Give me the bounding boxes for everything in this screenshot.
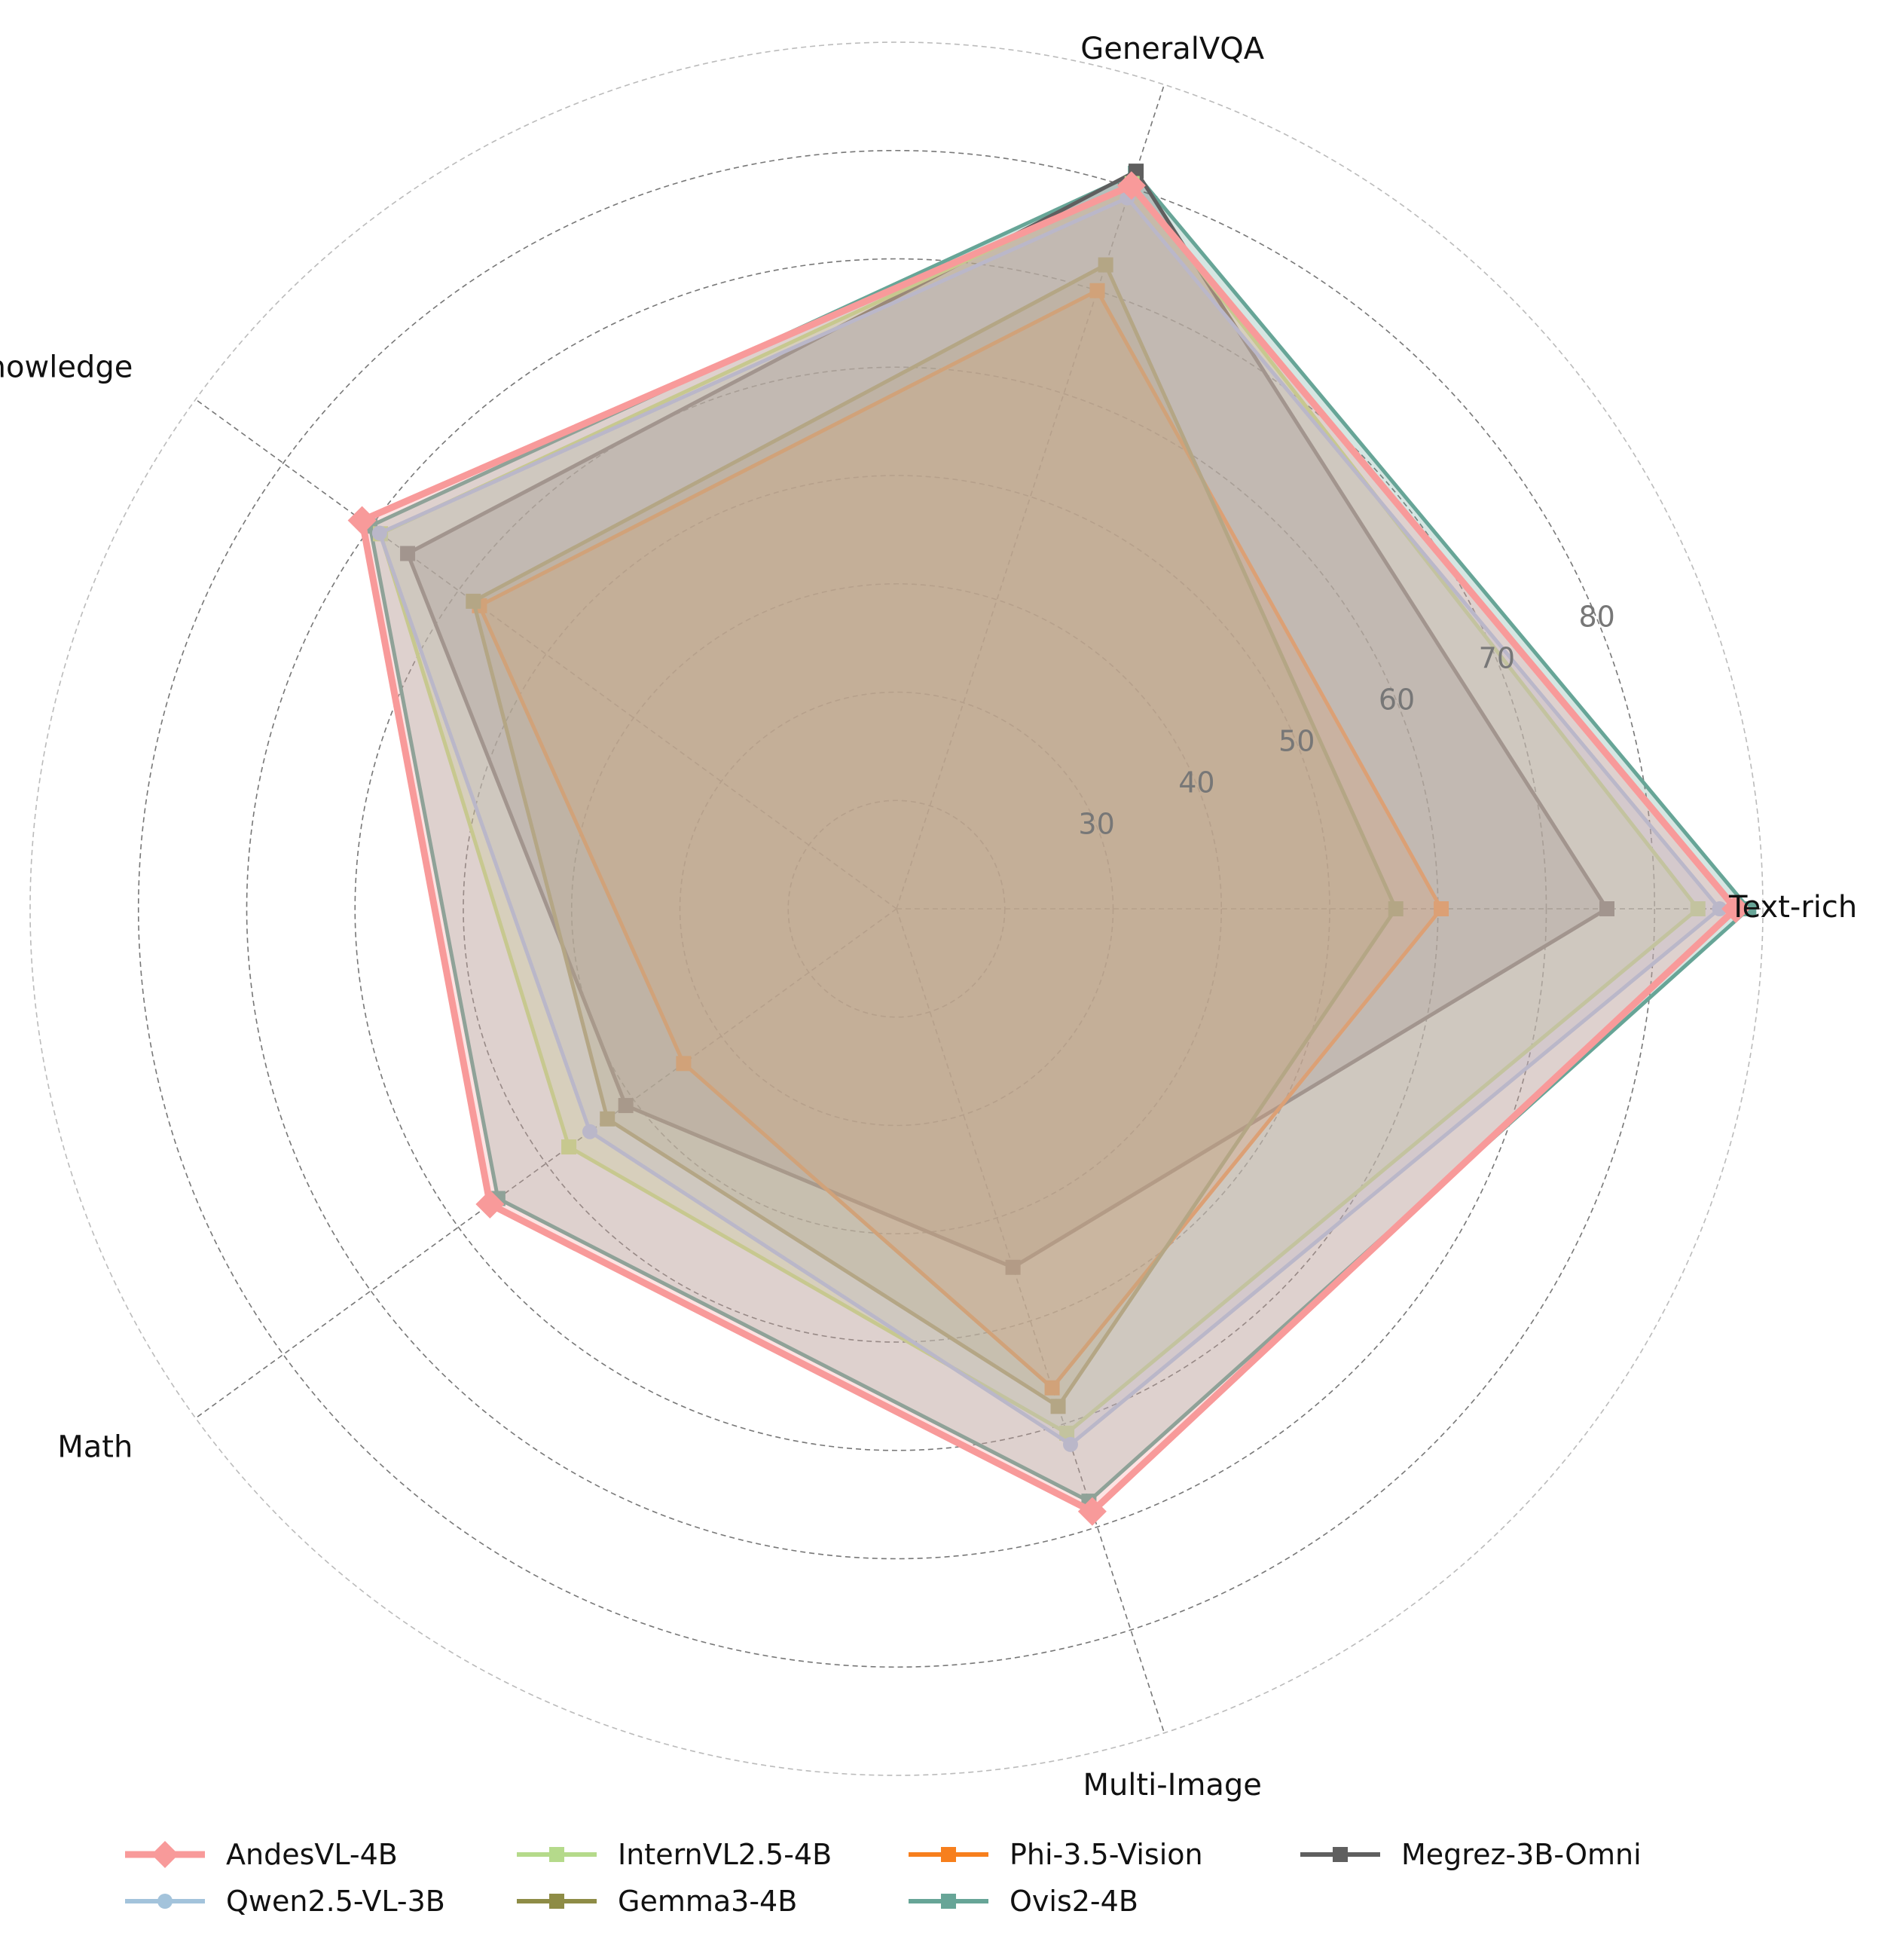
legend-item: Gemma3-4B [512, 1878, 904, 1925]
series-fill [479, 290, 1442, 1388]
grid-ring [570, 582, 1223, 1235]
data-point [1062, 1436, 1078, 1452]
legend-swatch [517, 1847, 597, 1862]
data-point [600, 1111, 615, 1127]
data-point [1388, 901, 1404, 916]
legend-swatch [909, 1847, 988, 1862]
legend-label: Ovis2-4B [1010, 1885, 1138, 1918]
data-point [1077, 1497, 1107, 1526]
data-point [1089, 283, 1105, 298]
legend-swatch [517, 1894, 597, 1909]
legend-item: Phi-3.5-Vision [904, 1831, 1296, 1878]
legend-label: InternVL2.5-4B [618, 1838, 832, 1871]
category-label: GeneralVQA [1080, 32, 1264, 66]
data-point [1059, 1425, 1075, 1441]
legend-item: Qwen2.5-VL-3B [121, 1878, 512, 1925]
radar-chart: 30 40 50 60 70 80 Text-rich GeneralVQA Knowledge… [0, 32, 1857, 1803]
grid-ring [137, 149, 1656, 1668]
series-line [471, 263, 1398, 1408]
data-point [1712, 901, 1727, 916]
data-point [582, 1124, 597, 1139]
legend-label: Phi-3.5-Vision [1010, 1838, 1203, 1871]
data-point [1098, 257, 1113, 273]
series-line [405, 169, 1609, 1270]
series-line [368, 171, 1751, 1503]
data-point [371, 525, 387, 541]
legend-label: Megrez-3B-Omni [1401, 1838, 1642, 1871]
category-label: Math [57, 1430, 133, 1465]
data-point [1690, 901, 1706, 916]
legend-item: Megrez-3B-Omni [1296, 1831, 1688, 1878]
data-point [400, 546, 416, 561]
grid-ring [787, 800, 1006, 1018]
category-label: Knowledge [0, 350, 133, 384]
grid-ring [246, 258, 1547, 1560]
legend-swatch [1300, 1847, 1380, 1862]
series-line [377, 196, 1721, 1447]
data-point [1721, 894, 1751, 923]
legend-item: Ovis2-4B [904, 1878, 1296, 1925]
data-point [1116, 171, 1146, 200]
grid-ring [679, 691, 1114, 1127]
category-label: Multi-Image [1083, 1768, 1261, 1803]
data-point [466, 593, 481, 609]
legend-swatch [125, 1841, 205, 1868]
data-point [561, 1139, 577, 1155]
data-point [1050, 1399, 1066, 1414]
data-point [347, 506, 377, 535]
radial-tick-label: 60 [1379, 683, 1415, 716]
category-label: Text-rich [1728, 890, 1857, 925]
series-fill [408, 171, 1607, 1267]
legend-item: InternVL2.5-4B [512, 1831, 904, 1878]
data-point [475, 1190, 505, 1219]
chart-legend: AndesVL-4B Qwen2.5-VL-3B InternVL2.5-4B Gem… [121, 1831, 1816, 1925]
series-layer [347, 164, 1757, 1526]
data-point [1044, 1380, 1060, 1396]
radial-tick-label: 50 [1278, 724, 1315, 757]
grid-ring [29, 41, 1764, 1776]
series-fill [362, 185, 1737, 1512]
radial-tick-label: 40 [1178, 766, 1214, 799]
grid-ring [463, 475, 1330, 1343]
data-point [1599, 901, 1614, 916]
radial-tick-label: 30 [1078, 807, 1114, 840]
grid [29, 41, 1764, 1776]
category-labels: Text-rich GeneralVQA Knowledge Math Multi-Im… [0, 32, 1857, 1803]
radial-tick-label: 80 [1578, 600, 1614, 633]
legend-label: Qwen2.5-VL-3B [226, 1885, 445, 1918]
data-point [618, 1098, 634, 1114]
series-line [477, 289, 1443, 1390]
series-fill [380, 183, 1698, 1433]
legend-swatch [909, 1894, 988, 1909]
radial-tick-label: 70 [1479, 641, 1515, 674]
data-point [1434, 901, 1449, 916]
radial-ticks: 30 40 50 60 70 80 [1078, 600, 1614, 840]
legend-item: AndesVL-4B [121, 1831, 512, 1878]
data-point [1005, 1259, 1021, 1275]
legend-label: AndesVL-4B [226, 1838, 398, 1871]
legend-label: Gemma3-4B [618, 1885, 798, 1918]
data-point [676, 1056, 692, 1072]
series-line [359, 182, 1740, 1515]
series-fill [473, 264, 1396, 1407]
legend-swatch [125, 1894, 205, 1909]
